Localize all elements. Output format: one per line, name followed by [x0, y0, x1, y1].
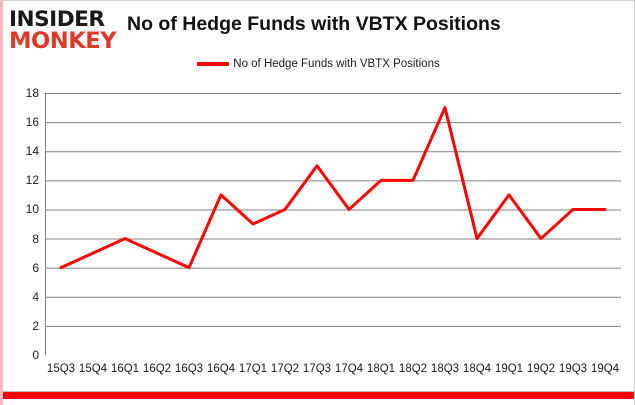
x-axis-tick-label: 18Q4: [462, 363, 492, 375]
x-axis-tick-label: 19Q2: [526, 363, 556, 375]
x-axis-tick-label: 15Q4: [78, 363, 108, 375]
y-axis-tick-label: 0: [32, 348, 39, 362]
gridlines-group: [45, 93, 621, 327]
x-axis-tick-label: 16Q4: [206, 363, 236, 375]
footer-accent-bar: [3, 392, 634, 399]
y-axis-tick-label: 2: [32, 318, 39, 333]
y-axis-tick-label: 12: [25, 173, 39, 188]
y-axis-labels: 0 2 4 6 8 10 12 14 16 18: [3, 86, 39, 362]
x-axis-tick-label: 17Q2: [270, 363, 300, 375]
footer-divider: [3, 391, 634, 392]
logo-text-insider: INSIDER: [9, 7, 105, 31]
insider-monkey-logo: INSIDER MONKEY: [9, 9, 121, 55]
y-axis-tick-label: 4: [32, 289, 39, 304]
logo-text-monkey: MONKEY: [9, 29, 117, 54]
x-axis-labels: 15Q3 15Q4 16Q1 16Q2 16Q3 16Q4 17Q1 17Q2 17Q3 17Q4…: [45, 363, 621, 383]
x-axis-tick-label: 18Q2: [398, 363, 428, 375]
x-axis-tick-label: 17Q3: [302, 363, 332, 375]
y-axis-tick-label: 14: [25, 144, 39, 159]
x-axis-tick-label: 19Q3: [558, 363, 588, 375]
x-axis-tick-label: 16Q1: [110, 363, 140, 375]
x-axis-tick-label: 19Q1: [494, 363, 524, 375]
data-series-line: [59, 106, 607, 270]
x-axis-tick-label: 16Q3: [174, 363, 204, 375]
y-axis-tick-label: 8: [32, 231, 39, 246]
y-axis-tick-label: 10: [25, 202, 39, 217]
x-axis-tick-label: 16Q2: [142, 363, 172, 375]
x-axis-tick-label: 18Q3: [430, 363, 460, 375]
x-axis-tick-label: 15Q3: [46, 363, 76, 375]
x-axis-tick-label: 17Q1: [238, 363, 268, 375]
chart-plot-area: [45, 93, 621, 355]
chart-legend: No of Hedge Funds with VBTX Positions: [3, 58, 634, 70]
y-axis-tick-label: 18: [25, 86, 39, 100]
x-axis-tick-label: 19Q4: [590, 363, 620, 375]
x-axis-tick-label: 18Q1: [366, 363, 396, 375]
line-chart-svg: [45, 93, 621, 355]
legend-item-label: No of Hedge Funds with VBTX Positions: [233, 58, 440, 70]
legend-swatch-icon: [197, 62, 230, 66]
page-title: No of Hedge Funds with VBTX Positions: [127, 13, 501, 35]
x-axis-tick-label: 17Q4: [334, 363, 364, 375]
y-axis-tick-label: 16: [25, 115, 39, 130]
y-axis-tick-label: 6: [32, 260, 39, 275]
